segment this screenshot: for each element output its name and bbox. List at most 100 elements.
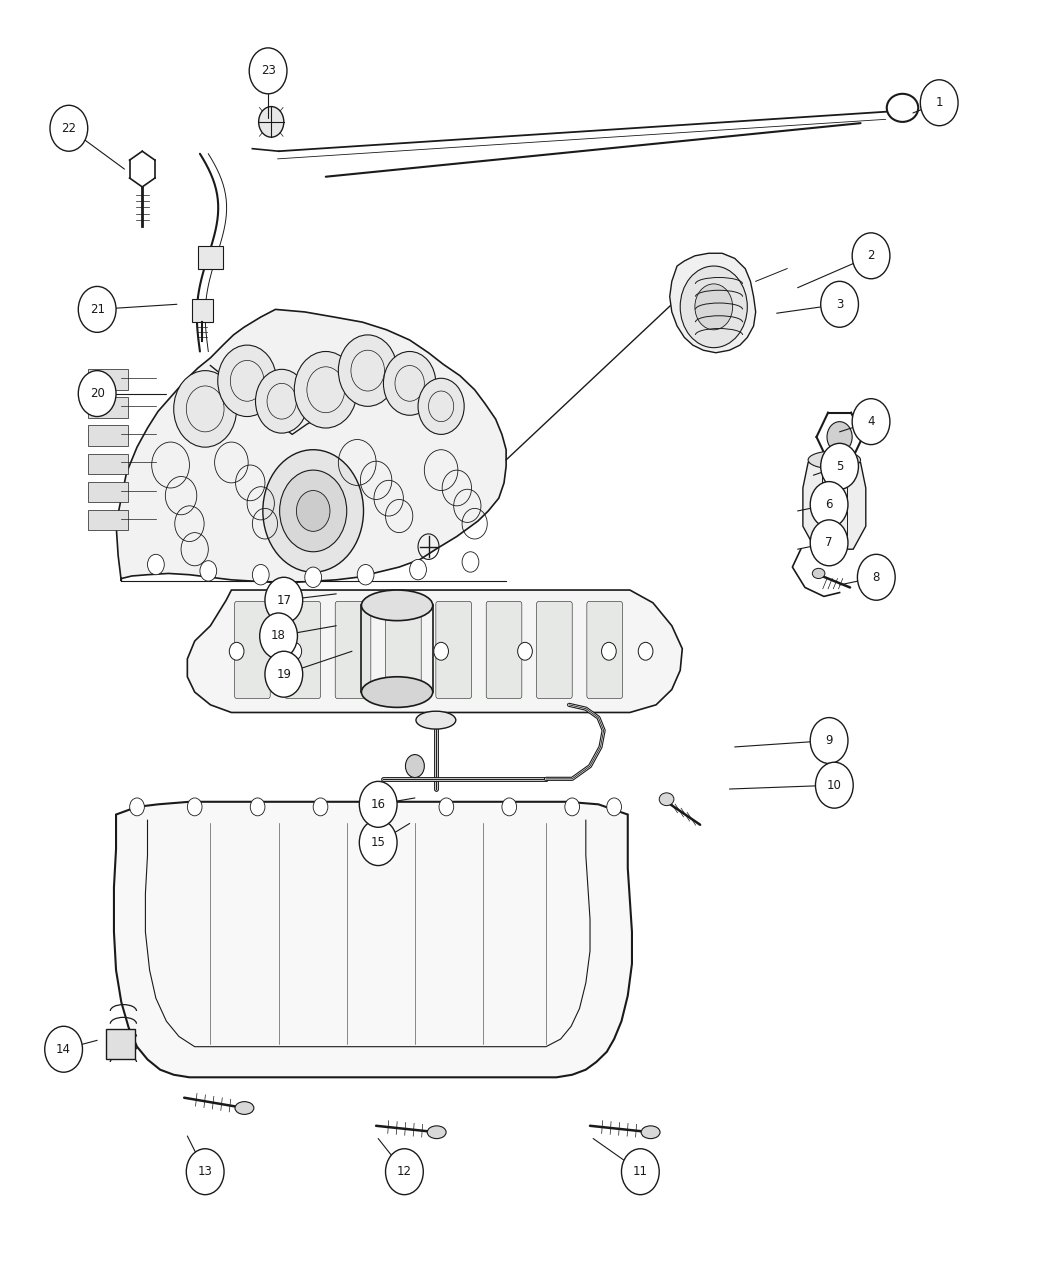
Text: 20: 20 (89, 387, 105, 400)
Circle shape (827, 421, 853, 452)
FancyBboxPatch shape (486, 601, 522, 699)
Circle shape (376, 798, 391, 816)
Circle shape (385, 1149, 423, 1195)
Circle shape (255, 369, 308, 433)
Circle shape (565, 798, 580, 816)
Circle shape (434, 642, 448, 660)
FancyBboxPatch shape (234, 601, 270, 699)
Circle shape (147, 554, 164, 575)
Circle shape (265, 577, 302, 623)
Text: 19: 19 (276, 668, 291, 681)
FancyBboxPatch shape (537, 601, 572, 699)
Circle shape (287, 642, 301, 660)
Text: 11: 11 (633, 1165, 648, 1179)
Circle shape (811, 718, 848, 764)
Text: 6: 6 (825, 498, 833, 511)
FancyBboxPatch shape (88, 453, 128, 474)
Circle shape (357, 564, 374, 585)
Text: 1: 1 (936, 96, 943, 110)
FancyBboxPatch shape (197, 245, 223, 268)
Circle shape (258, 106, 284, 137)
FancyBboxPatch shape (191, 299, 212, 322)
Circle shape (418, 378, 464, 434)
Circle shape (607, 798, 622, 816)
Circle shape (858, 554, 896, 600)
Circle shape (359, 782, 397, 827)
Text: 14: 14 (56, 1043, 71, 1056)
Circle shape (383, 351, 436, 415)
Circle shape (186, 1149, 224, 1195)
Circle shape (252, 564, 269, 585)
FancyBboxPatch shape (88, 425, 128, 446)
FancyBboxPatch shape (335, 601, 371, 699)
Text: 23: 23 (260, 64, 275, 78)
Ellipse shape (361, 590, 433, 621)
Circle shape (622, 1149, 659, 1195)
Circle shape (439, 798, 454, 816)
Text: 9: 9 (825, 734, 833, 747)
Ellipse shape (808, 451, 861, 469)
Circle shape (680, 266, 748, 347)
Text: 15: 15 (371, 836, 385, 849)
Circle shape (695, 283, 733, 329)
Text: 13: 13 (197, 1165, 212, 1179)
Circle shape (359, 820, 397, 866)
Ellipse shape (416, 711, 456, 729)
Circle shape (279, 470, 346, 552)
Circle shape (502, 798, 517, 816)
Text: 12: 12 (397, 1165, 412, 1179)
Circle shape (294, 351, 357, 428)
Text: 2: 2 (867, 249, 875, 262)
Circle shape (259, 613, 297, 659)
Text: 5: 5 (836, 460, 843, 472)
Polygon shape (670, 253, 756, 352)
Circle shape (187, 798, 202, 816)
FancyBboxPatch shape (587, 601, 623, 699)
Circle shape (129, 798, 144, 816)
Text: 7: 7 (825, 536, 833, 549)
Circle shape (265, 651, 302, 697)
Circle shape (200, 561, 216, 581)
Circle shape (250, 798, 265, 816)
Text: 17: 17 (276, 594, 291, 607)
Circle shape (518, 642, 532, 660)
Text: 21: 21 (89, 303, 105, 315)
Ellipse shape (361, 677, 433, 707)
Circle shape (45, 1027, 83, 1073)
Polygon shape (187, 590, 682, 713)
Circle shape (173, 370, 236, 447)
Circle shape (304, 567, 321, 587)
Circle shape (811, 481, 848, 527)
Circle shape (338, 335, 397, 406)
Circle shape (853, 398, 890, 444)
Circle shape (229, 642, 244, 660)
Circle shape (249, 49, 287, 93)
Text: 18: 18 (271, 630, 286, 642)
Circle shape (410, 559, 426, 580)
Circle shape (296, 490, 330, 531)
Polygon shape (117, 309, 506, 582)
Ellipse shape (813, 568, 825, 578)
FancyBboxPatch shape (88, 397, 128, 418)
Ellipse shape (659, 793, 674, 806)
FancyBboxPatch shape (88, 369, 128, 389)
Circle shape (462, 552, 479, 572)
Circle shape (313, 798, 328, 816)
Ellipse shape (235, 1102, 254, 1115)
Polygon shape (114, 802, 632, 1078)
Circle shape (821, 281, 859, 327)
Circle shape (638, 642, 653, 660)
Text: 3: 3 (836, 298, 843, 310)
Circle shape (821, 443, 859, 489)
Text: 22: 22 (61, 121, 77, 135)
Ellipse shape (427, 1126, 446, 1139)
Circle shape (50, 105, 88, 151)
Circle shape (921, 79, 958, 125)
FancyBboxPatch shape (285, 601, 320, 699)
Text: 8: 8 (873, 571, 880, 584)
FancyBboxPatch shape (88, 481, 128, 502)
Polygon shape (803, 462, 866, 549)
Circle shape (602, 642, 616, 660)
Circle shape (217, 345, 276, 416)
Circle shape (79, 286, 117, 332)
